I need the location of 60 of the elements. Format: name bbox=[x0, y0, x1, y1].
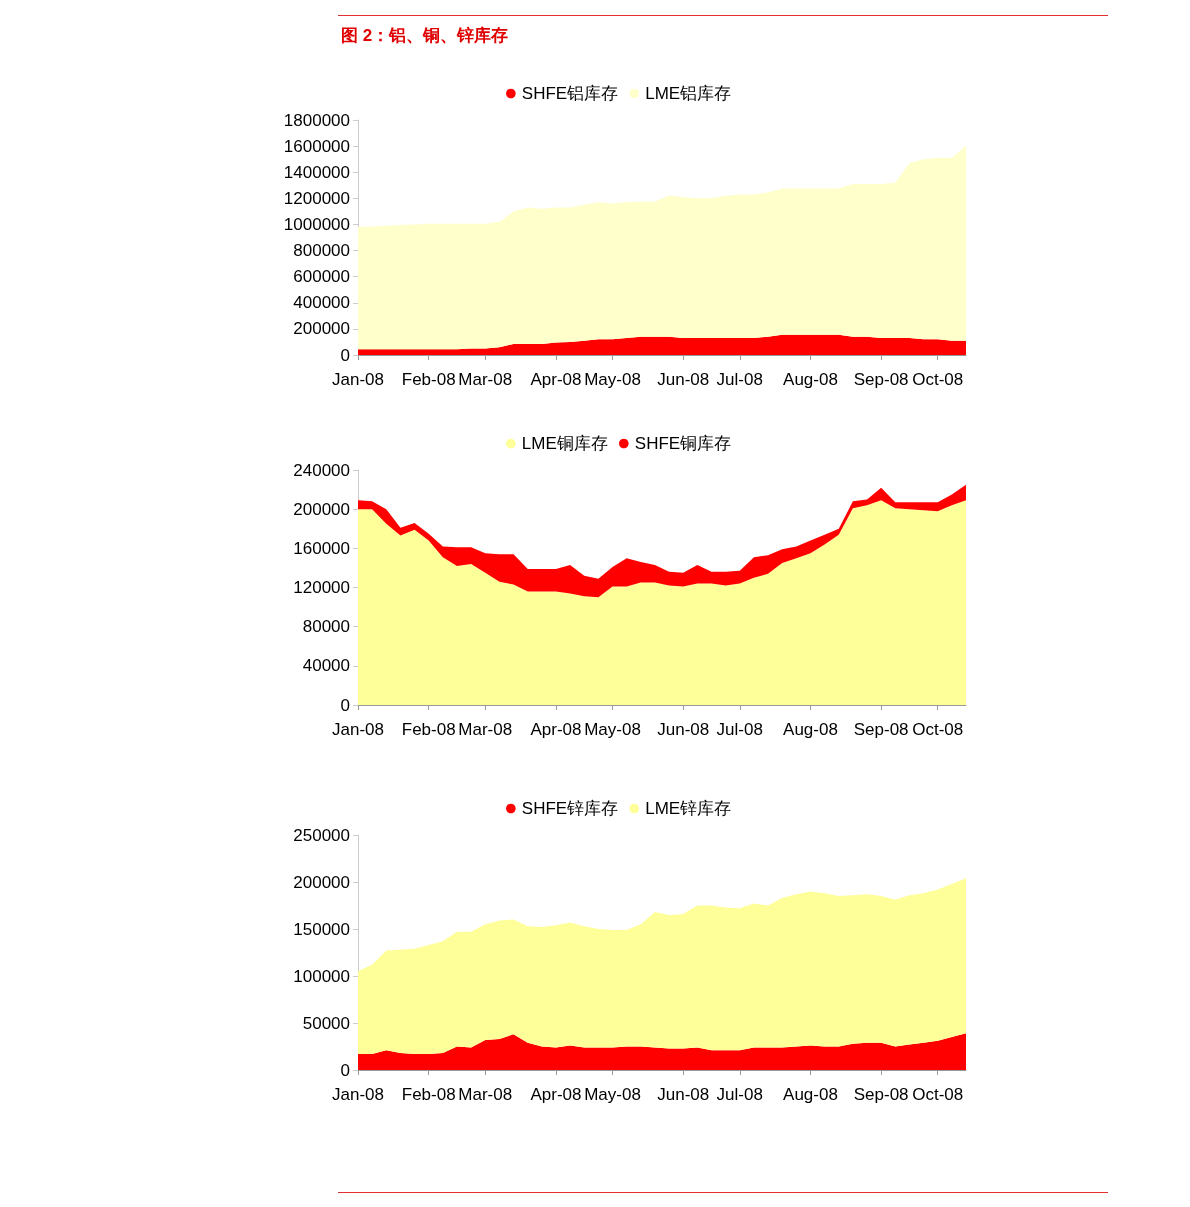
x-tick-label: Sep-08 bbox=[853, 720, 909, 739]
x-tick-label: Apr-08 bbox=[530, 370, 582, 389]
legend-label: LME铝库存 bbox=[645, 84, 732, 103]
x-tick-label: May-08 bbox=[584, 370, 641, 389]
x-tick-label: Mar-08 bbox=[458, 370, 513, 389]
x-tick-label: Apr-08 bbox=[530, 720, 582, 739]
x-tick-label: Jul-08 bbox=[716, 370, 763, 389]
x-tick-label: Oct-08 bbox=[912, 720, 964, 739]
y-tick-label: 0 bbox=[340, 695, 350, 715]
y-tick-label: 80000 bbox=[302, 617, 350, 637]
y-tick-label: 240000 bbox=[293, 460, 350, 480]
legend-label: SHFE铝库存 bbox=[521, 84, 619, 103]
x-tick-label: May-08 bbox=[584, 1085, 641, 1104]
y-tick-label: 1200000 bbox=[283, 188, 350, 208]
y-tick-label: 1000000 bbox=[283, 214, 350, 234]
x-tick-label: Sep-08 bbox=[853, 1085, 909, 1104]
y-tick-label: 200000 bbox=[293, 872, 350, 892]
legend-label: LME铜库存 bbox=[521, 434, 608, 453]
y-tick-label: 200000 bbox=[293, 319, 350, 339]
x-tick-label: Mar-08 bbox=[458, 720, 513, 739]
x-tick-label: Mar-08 bbox=[458, 1085, 513, 1104]
y-tick-label: 120000 bbox=[293, 578, 350, 597]
y-tick-label: 1800000 bbox=[283, 110, 350, 130]
legend-label: SHFE锌库存 bbox=[521, 799, 619, 818]
y-tick-label: 600000 bbox=[293, 267, 350, 287]
x-tick-label: May-08 bbox=[584, 720, 641, 739]
x-tick-label: Aug-08 bbox=[783, 1085, 838, 1104]
x-tick-label: Jun-08 bbox=[657, 370, 710, 389]
legend-label: LME锌库存 bbox=[645, 799, 732, 818]
chart-title: 图 2：铝、铜、锌库存 bbox=[341, 25, 509, 47]
x-tick-label: Sep-08 bbox=[853, 370, 909, 389]
y-tick-label: 0 bbox=[340, 1060, 350, 1080]
x-tick-label: Oct-08 bbox=[912, 370, 964, 389]
y-tick-label: 1600000 bbox=[283, 136, 350, 156]
x-tick-label: Apr-08 bbox=[530, 1085, 582, 1104]
x-tick-label: Jan-08 bbox=[332, 720, 384, 739]
x-tick-label: Jun-08 bbox=[657, 720, 710, 739]
y-tick-label: 400000 bbox=[293, 293, 350, 313]
x-tick-label: Feb-08 bbox=[401, 1085, 456, 1104]
y-tick-label: 160000 bbox=[293, 538, 350, 558]
y-tick-label: 800000 bbox=[293, 241, 350, 261]
x-tick-label: Aug-08 bbox=[783, 370, 838, 389]
x-tick-label: Jan-08 bbox=[332, 1085, 384, 1104]
y-tick-label: 50000 bbox=[302, 1013, 350, 1033]
y-tick-label: 200000 bbox=[293, 499, 350, 519]
x-tick-label: Jan-08 bbox=[332, 370, 384, 389]
y-tick-label: 1400000 bbox=[283, 162, 350, 182]
x-tick-label: Jul-08 bbox=[716, 1085, 763, 1104]
x-tick-label: Jul-08 bbox=[716, 720, 763, 739]
y-tick-label: 100000 bbox=[293, 966, 350, 986]
y-tick-label: 0 bbox=[340, 345, 350, 365]
x-tick-label: Oct-08 bbox=[912, 1085, 964, 1104]
x-tick-label: Aug-08 bbox=[783, 720, 838, 739]
x-tick-label: Feb-08 bbox=[401, 720, 456, 739]
x-tick-label: Jun-08 bbox=[657, 1085, 710, 1104]
y-tick-label: 40000 bbox=[302, 656, 350, 676]
y-tick-label: 150000 bbox=[293, 919, 350, 939]
y-tick-label: 250000 bbox=[293, 825, 350, 845]
legend-label: SHFE铜库存 bbox=[634, 434, 732, 453]
x-tick-label: Feb-08 bbox=[401, 370, 456, 389]
